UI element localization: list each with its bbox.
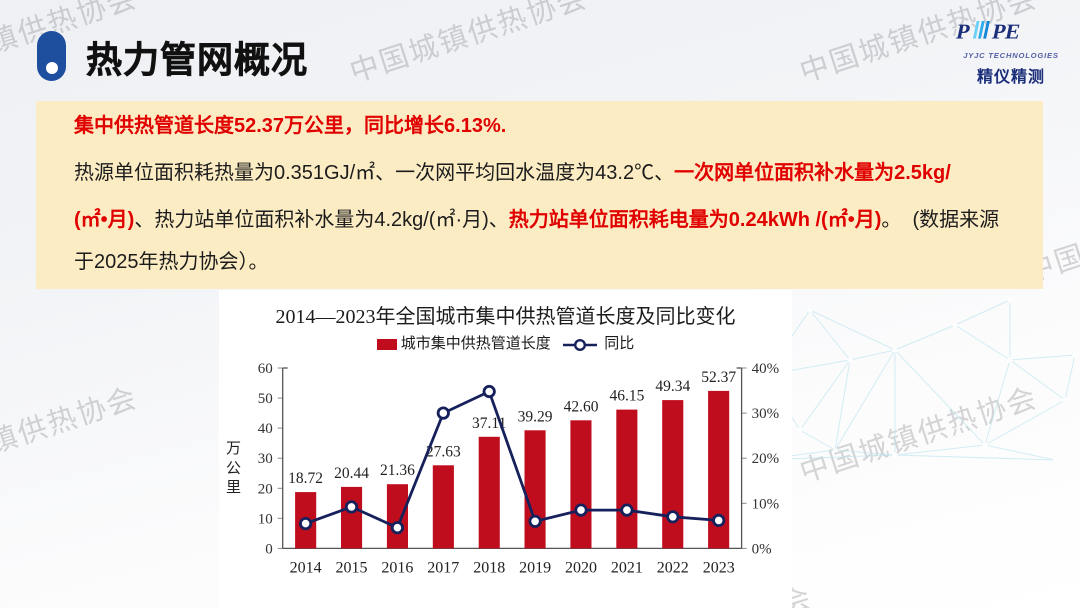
svg-text:10%: 10% (752, 496, 780, 512)
svg-text:0: 0 (265, 541, 273, 557)
svg-text:20: 20 (258, 481, 273, 497)
svg-text:40%: 40% (752, 361, 780, 377)
svg-text:2019: 2019 (519, 559, 551, 576)
svg-text:2021: 2021 (611, 559, 643, 576)
svg-text:52.37: 52.37 (701, 369, 736, 386)
svg-text:PE: PE (990, 20, 1022, 44)
svg-text:2015: 2015 (336, 559, 368, 576)
svg-text:2016: 2016 (381, 559, 413, 576)
svg-text:P: P (956, 20, 972, 44)
svg-text:2017: 2017 (427, 559, 459, 576)
svg-text:2022: 2022 (657, 559, 689, 576)
svg-text:39.29: 39.29 (518, 408, 553, 425)
svg-text:2014: 2014 (290, 559, 322, 576)
svg-text:0%: 0% (752, 541, 772, 557)
svg-text:60: 60 (258, 361, 273, 377)
svg-text:42.60: 42.60 (564, 398, 599, 415)
svg-text:30: 30 (258, 451, 273, 467)
svg-text:49.34: 49.34 (655, 378, 690, 395)
svg-text:50: 50 (258, 391, 273, 407)
svg-text:30%: 30% (752, 406, 780, 422)
svg-text:18.72: 18.72 (288, 470, 323, 487)
svg-text:2023: 2023 (703, 559, 735, 576)
svg-text:46.15: 46.15 (609, 388, 644, 405)
svg-text:20%: 20% (752, 451, 780, 467)
svg-text:21.36: 21.36 (380, 462, 415, 479)
svg-text:10: 10 (258, 511, 273, 527)
svg-text:2018: 2018 (473, 559, 505, 576)
svg-text:2020: 2020 (565, 559, 597, 576)
svg-text:40: 40 (258, 421, 273, 437)
svg-text:20.44: 20.44 (334, 465, 369, 482)
